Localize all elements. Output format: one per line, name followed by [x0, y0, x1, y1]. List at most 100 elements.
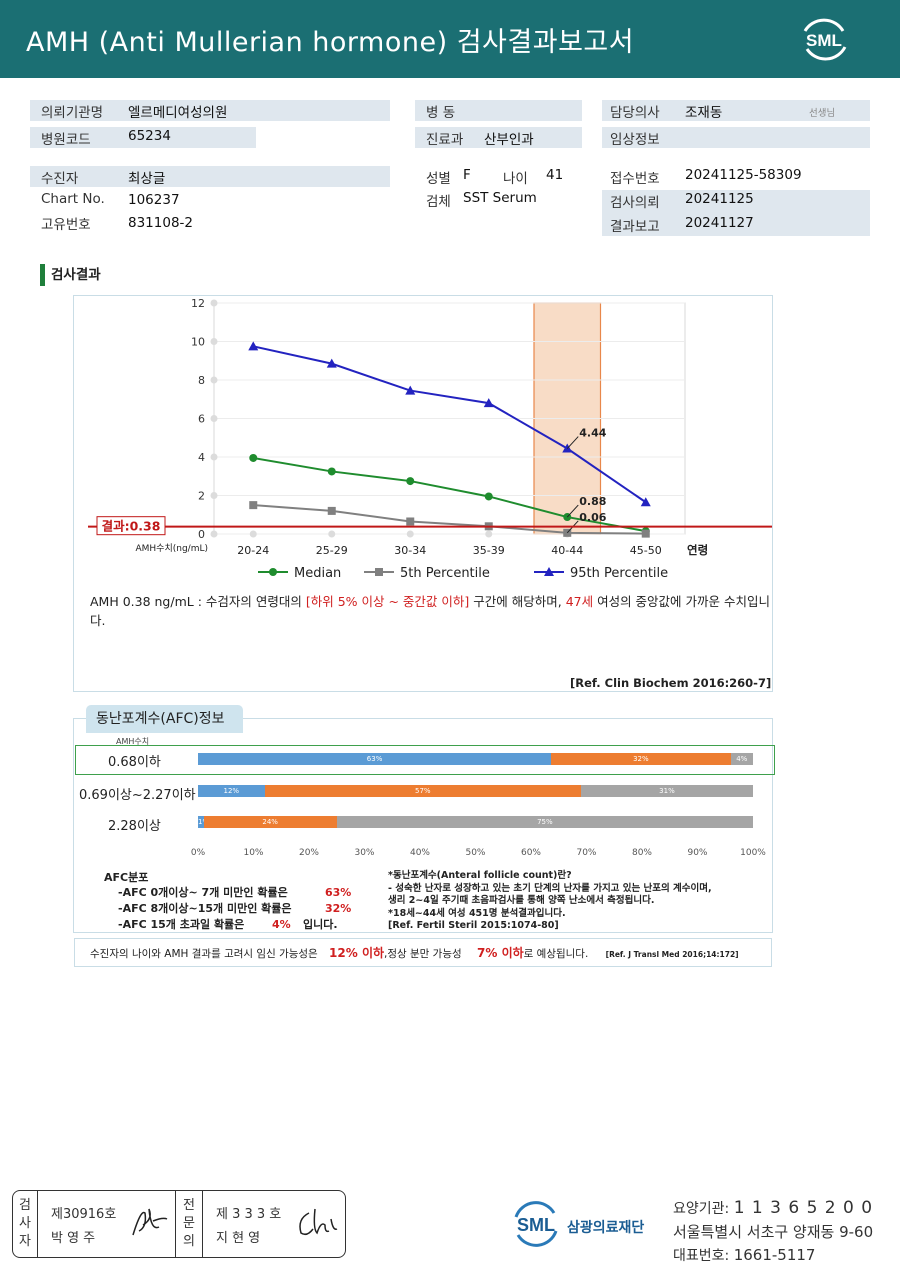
series-2-point-3	[483, 398, 494, 408]
report-value: 20241127	[685, 215, 754, 231]
y-tick-label-3: 6	[198, 413, 205, 426]
afc-note-line2: - 성숙한 난자로 성장하고 있는 초기 단계의 난자를 가지고 있는 난포의 …	[388, 882, 712, 894]
afc-axis-tick-0: 0%	[190, 848, 206, 858]
ward-row	[415, 100, 582, 121]
series-2-point-0	[248, 341, 259, 351]
receipt-value: 20241125-58309	[685, 167, 802, 183]
x-tick-label-0: 20-24	[237, 544, 269, 557]
doctor-label: 담당의사	[610, 105, 660, 121]
doctor-value: 조재동	[685, 105, 723, 121]
age-label: 나이	[503, 171, 528, 187]
pregnancy-text3: 로 예상됩니다.	[523, 948, 589, 960]
signature-stamp: 검사자 제30916호 박 영 주 전문의 제 3 3 3 호 지 현 영	[12, 1190, 346, 1258]
afc-bar-1-segment-1: 57%	[264, 785, 581, 797]
afc-axis-tick-9: 90%	[687, 848, 708, 858]
signature1-icon	[132, 1208, 168, 1236]
unique-no-label: 고유번호	[41, 217, 91, 233]
y-tick-dot-2	[210, 453, 218, 461]
afc-bar-1: 12% 57% 31%	[198, 785, 753, 797]
chart-no-label: Chart No.	[41, 191, 105, 207]
pregnancy-value2: 7% 이하	[477, 946, 524, 960]
y-tick-dot-5	[210, 338, 218, 345]
sml-logo-icon: SML	[803, 18, 847, 61]
hospital-code-label: 병원코드	[41, 132, 91, 148]
result-summary: AMH 0.38 ng/mL : 수검자의 연령대의 [하위 5% 이상 ~ 중…	[90, 592, 770, 630]
y-tick-label-0: 0	[198, 528, 205, 541]
institution-label: 의뢰기관명	[41, 105, 104, 121]
footer-phone-label: 대표번호:	[673, 1248, 730, 1264]
afc-bar-2: 1%24%75%	[198, 816, 753, 828]
afc-note: *동난포계수(Anteral follicle count)란? - 성숙한 난…	[388, 870, 712, 933]
section-title: 검사결과	[40, 264, 101, 286]
series-0-point-2	[406, 477, 415, 486]
series-0-point-0	[249, 453, 258, 462]
footer-address: 서울특별시 서초구 양재동 9-60	[673, 1223, 874, 1241]
stamp-role2: 전문의	[183, 1198, 195, 1249]
legend-label-0: Median	[294, 566, 341, 581]
receipt-label: 접수번호	[610, 171, 660, 187]
afc-bar-1-segment-0: 12%	[198, 785, 265, 797]
series-2-point-5	[640, 497, 651, 507]
summary-part3: 여성의 중앙값에 가까운 수치입니다.	[90, 594, 770, 628]
pregnancy-value1: 12% 이하	[329, 946, 385, 960]
institution-row	[30, 100, 390, 121]
afc-row-label-0: 0.68이하	[108, 755, 161, 770]
afc-row-label-2: 2.28이상	[108, 819, 161, 834]
result-label: 결과:0.38	[102, 519, 161, 534]
chart-no-value: 106237	[128, 192, 180, 208]
annotation-label-2: 0.06	[579, 511, 606, 524]
chart-reference: [Ref. Clin Biochem 2016:260-7]	[570, 676, 772, 690]
stamp-name2: 지 현 영	[216, 1231, 261, 1246]
patient-label: 수진자	[41, 171, 79, 187]
afc-axis-tick-4: 40%	[409, 848, 430, 858]
doctor-row	[602, 100, 870, 121]
stamp-num1: 제30916호	[51, 1207, 117, 1222]
x-tick-label-4: 40-44	[551, 544, 583, 557]
afc-bar-1-segment-2: 31%	[580, 785, 753, 797]
series-0-point-1	[327, 467, 336, 476]
afc-bar-2-segment-1: 24%	[203, 816, 337, 828]
patient-row	[30, 166, 390, 187]
afc-bar-0-segment-0: 63%	[198, 753, 552, 765]
specimen-label: 검체	[426, 194, 451, 210]
stamp-num2: 제 3 3 3 호	[216, 1207, 282, 1222]
afc-note-line1: *동난포계수(Anteral follicle count)란?	[388, 870, 572, 881]
afc-axis-tick-6: 60%	[520, 848, 541, 858]
afc-dist-title: AFC분포	[104, 871, 149, 884]
afc-amh-label: AMH수치	[116, 737, 150, 746]
afc-note-line5: [Ref. Fertil Steril 2015:1074-80]	[388, 920, 559, 931]
dates-box	[602, 190, 870, 236]
afc-tab-title: 동난포계수(AFC)정보	[86, 705, 243, 733]
afc-note-line3: 생리 2~4일 주기때 초음파검사를 통해 양쪽 난소에서 측정됩니다.	[388, 895, 655, 906]
afc-axis-tick-1: 10%	[243, 848, 264, 858]
y-tick-dot-4	[210, 376, 218, 384]
afc-dist3-value: 4%	[272, 918, 291, 931]
series-line-0	[253, 456, 646, 533]
summary-range: [하위 5% 이상 ~ 중간값 이하]	[305, 594, 470, 609]
annotation-label-0: 4.44	[579, 427, 606, 440]
clinical-row	[602, 127, 870, 148]
pregnancy-text1: 수진자의 나이와 AMH 결과를 고려시 임신 가능성은	[90, 948, 318, 960]
annotation-leader-0	[566, 436, 579, 449]
department-value: 산부인과	[484, 132, 534, 148]
afc-axis-tick-7: 70%	[576, 848, 597, 858]
doctor-suffix: 선생님	[809, 108, 836, 119]
y-tick-label-1: 2	[198, 490, 205, 503]
afc-bar-2-segment-0: 1%	[198, 816, 204, 828]
series-1-point-5	[641, 529, 650, 538]
series-2-point-1	[326, 358, 337, 368]
x-tick-dot-1	[328, 530, 336, 538]
report-label: 결과보고	[610, 219, 660, 235]
series-0-point-3	[484, 492, 493, 501]
signature2-icon	[299, 1208, 338, 1236]
hospital-code-value: 65234	[128, 128, 171, 144]
summary-part2: 구간에 해당하며,	[469, 594, 566, 609]
footer-code: 1 1 3 6 5 2 0 0	[733, 1198, 874, 1218]
y-axis-label: AMH수치(ng/mL)	[135, 542, 208, 554]
x-tick-label-3: 35-39	[473, 544, 505, 557]
report-title: AMH (Anti Mullerian hormone) 검사결과보고서	[26, 27, 635, 58]
series-2-point-2	[405, 385, 416, 395]
afc-dist2-value: 32%	[325, 902, 352, 915]
legend-marker-0	[269, 568, 277, 576]
pregnancy-text2: ,정상 분만 가능성	[384, 948, 462, 960]
